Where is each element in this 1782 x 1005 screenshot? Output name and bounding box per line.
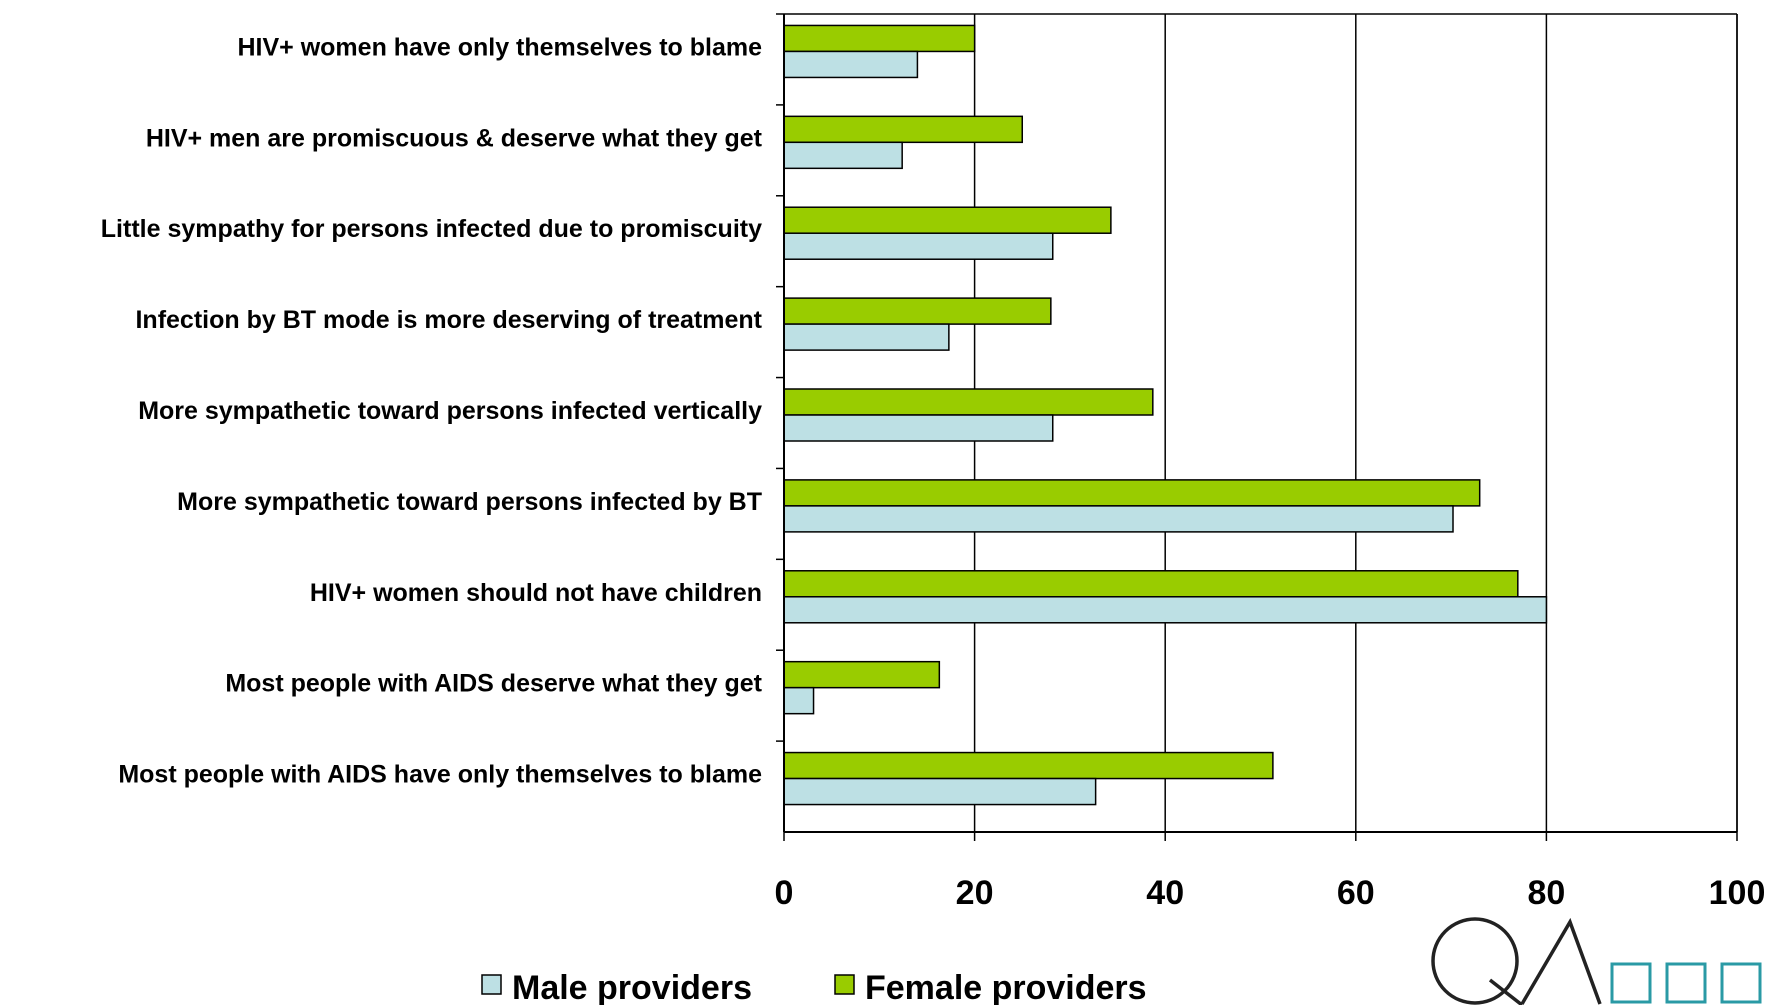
bar-male	[783, 505, 1454, 533]
logo-circle-icon	[1431, 917, 1519, 1005]
bar-female	[783, 115, 1023, 144]
x-tick-label: 60	[1337, 874, 1375, 912]
bar-male	[783, 141, 903, 170]
bar-female	[783, 24, 976, 53]
bar-female	[783, 206, 1112, 234]
logo-square-icon	[1610, 962, 1652, 1004]
logo-triangle-icon	[1520, 917, 1602, 1005]
category-label: HIV+ women have only themselves to blame	[238, 33, 763, 61]
gridlines	[973, 14, 1738, 832]
legend: Male providers Female providers	[481, 969, 1147, 1005]
logo-square-icon	[1720, 962, 1762, 1004]
legend-label-male: Male providers	[512, 969, 752, 1005]
bar-female	[783, 660, 941, 689]
bar-female	[783, 751, 1274, 780]
x-tick-label: 40	[1146, 874, 1184, 912]
logo-tail-icon	[1488, 978, 1524, 1005]
logo-square-icon	[1665, 962, 1707, 1004]
category-label: HIV+ men are promiscuous & deserve what …	[146, 124, 763, 152]
category-label: Little sympathy for persons infected due…	[101, 215, 762, 243]
bar-male	[783, 777, 1097, 806]
bar-male	[783, 686, 815, 715]
category-label: More sympathetic toward persons infected…	[177, 488, 762, 516]
bar-female	[783, 570, 1519, 598]
bar-male	[783, 232, 1054, 260]
category-label: Most people with AIDS have only themselv…	[118, 761, 762, 789]
bar-female	[783, 388, 1154, 416]
legend-item-male: Male providers	[481, 969, 752, 1005]
x-tick-label: 100	[1709, 874, 1766, 912]
bar-male	[783, 50, 919, 79]
bar-male	[783, 414, 1054, 442]
legend-item-female: Female providers	[834, 969, 1147, 1005]
bar-female	[783, 479, 1481, 507]
x-tick-label: 20	[956, 874, 994, 912]
category-labels: HIV+ women have only themselves to blame…	[101, 33, 763, 788]
category-label: Infection by BT mode is more deserving o…	[135, 306, 762, 334]
bar-male	[783, 596, 1548, 624]
category-label: HIV+ women should not have children	[310, 579, 762, 607]
bar-male	[783, 323, 950, 351]
bars	[783, 24, 1548, 806]
x-tick-labels: 0 20 40 60 80 100	[775, 874, 1766, 912]
axes	[776, 13, 1738, 841]
x-tick-label: 80	[1527, 874, 1565, 912]
legend-swatch-male	[481, 974, 502, 995]
qa-logo	[1431, 917, 1762, 1005]
legend-label-female: Female providers	[865, 969, 1147, 1005]
category-label: More sympathetic toward persons infected…	[138, 397, 762, 425]
category-label: Most people with AIDS deserve what they …	[225, 670, 762, 698]
legend-swatch-female	[834, 974, 855, 995]
x-tick-label: 0	[775, 874, 794, 912]
bar-female	[783, 297, 1052, 325]
